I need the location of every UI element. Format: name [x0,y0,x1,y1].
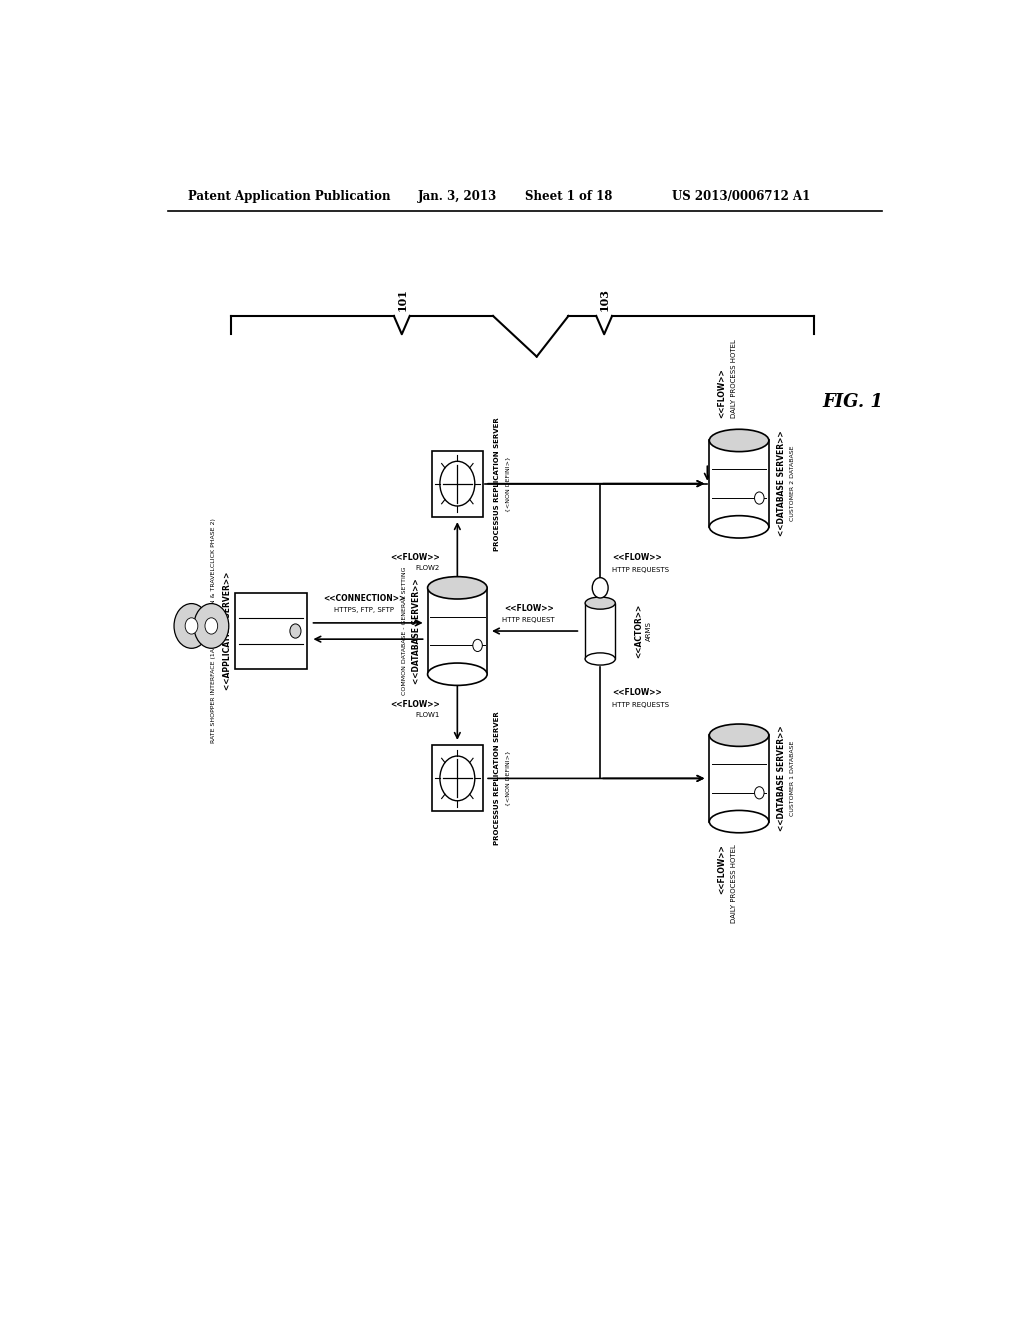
Text: Sheet 1 of 18: Sheet 1 of 18 [524,190,612,202]
Text: <<APPLICATION SERVER>>: <<APPLICATION SERVER>> [222,572,231,690]
Text: HTTPS, FTP, SFTP: HTTPS, FTP, SFTP [334,607,394,612]
Circle shape [473,639,482,652]
Text: Patent Application Publication: Patent Application Publication [187,190,390,202]
Circle shape [194,603,228,648]
Text: PROCESSUS REPLICATION SERVER: PROCESSUS REPLICATION SERVER [494,711,500,845]
Text: DAILY PROCESS HOTEL: DAILY PROCESS HOTEL [730,339,736,417]
Circle shape [185,618,198,634]
Text: DAILY PROCESS HOTEL: DAILY PROCESS HOTEL [730,845,736,924]
Text: FLOW1: FLOW1 [416,711,440,718]
Text: <<FLOW>>: <<FLOW>> [390,700,440,709]
Circle shape [592,578,608,598]
Ellipse shape [710,810,769,833]
Ellipse shape [428,577,487,599]
Bar [585,603,615,659]
Text: US 2013/0006712 A1: US 2013/0006712 A1 [672,190,810,202]
Circle shape [755,492,764,504]
Text: <<FLOW>>: <<FLOW>> [390,553,440,562]
Text: 101: 101 [396,288,408,312]
Text: {<NON DEFINI>}: {<NON DEFINI>} [506,455,511,512]
Text: ARMS: ARMS [646,622,652,642]
Text: <<CONNECTION>>: <<CONNECTION>> [323,594,406,602]
Circle shape [755,787,764,799]
Circle shape [440,756,475,801]
Text: HTTP REQUEST: HTTP REQUEST [503,616,555,623]
Ellipse shape [710,725,769,746]
Text: RATE SHOPPER INTERFACE (1A GDS, RUBICON & TRAVELCLICK PHASE 2): RATE SHOPPER INTERFACE (1A GDS, RUBICON … [211,519,216,743]
Text: <<DATABASE SERVER>>: <<DATABASE SERVER>> [412,578,421,684]
Ellipse shape [710,429,769,451]
Text: <<FLOW>>: <<FLOW>> [612,553,662,562]
Text: <<FLOW>>: <<FLOW>> [717,368,726,417]
Ellipse shape [585,597,615,609]
Text: {<NON DEFINI>}: {<NON DEFINI>} [506,751,511,807]
Text: FLOW2: FLOW2 [416,565,440,570]
Text: HTTP REQUESTS: HTTP REQUESTS [612,702,669,708]
Ellipse shape [428,663,487,685]
Text: <<FLOW>>: <<FLOW>> [612,688,662,697]
Bar [710,441,769,527]
Circle shape [205,618,218,634]
Ellipse shape [710,516,769,539]
Text: <<ACTOR>>: <<ACTOR>> [634,605,643,659]
Text: <<DATABASE SERVER>>: <<DATABASE SERVER>> [776,430,785,536]
Circle shape [174,603,209,648]
Circle shape [290,624,301,638]
Text: CUSTOMER 2 DATABASE: CUSTOMER 2 DATABASE [790,446,795,521]
Bar [710,735,769,821]
Text: FIG. 1: FIG. 1 [822,393,884,412]
Text: Jan. 3, 2013: Jan. 3, 2013 [418,190,497,202]
Text: <<FLOW>>: <<FLOW>> [717,845,726,894]
Text: HTTP REQUESTS: HTTP REQUESTS [612,566,669,573]
Text: PROCESSUS REPLICATION SERVER: PROCESSUS REPLICATION SERVER [494,417,500,550]
Text: CUSTOMER 1 DATABASE: CUSTOMER 1 DATABASE [790,741,795,816]
Text: COMMON DATABASE - GENERAL SETTING: COMMON DATABASE - GENERAL SETTING [401,566,407,696]
Bar [236,593,306,669]
Bar [431,746,483,812]
Bar [431,450,483,516]
Text: <<FLOW>>: <<FLOW>> [504,603,554,612]
Text: 103: 103 [599,288,609,312]
Circle shape [440,461,475,506]
Text: <<DATABASE SERVER>>: <<DATABASE SERVER>> [776,726,785,832]
Ellipse shape [585,653,615,665]
Bar [428,587,487,675]
